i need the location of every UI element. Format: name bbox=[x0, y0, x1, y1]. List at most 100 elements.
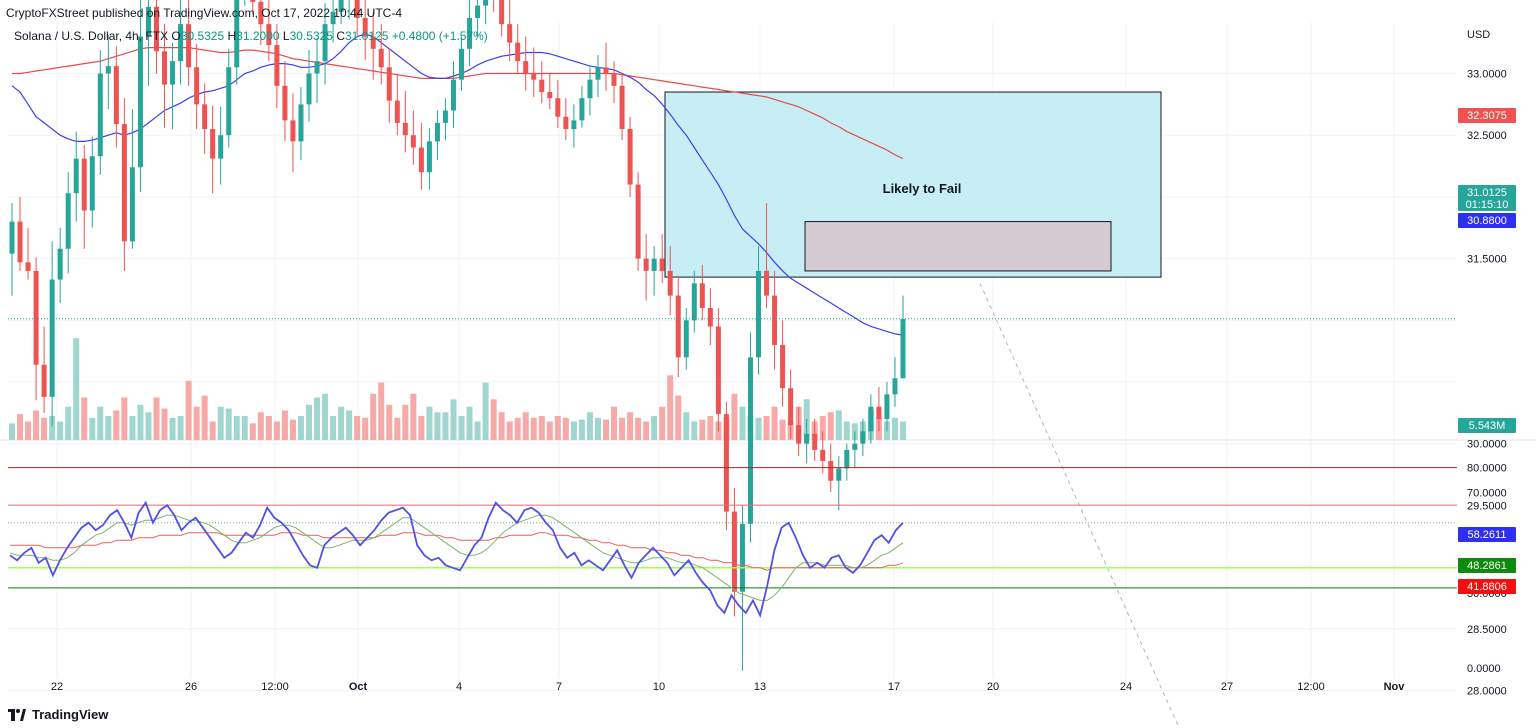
candle-body bbox=[571, 120, 577, 130]
candle-body bbox=[234, 0, 240, 68]
volume-bar bbox=[490, 399, 497, 440]
candle-body bbox=[113, 66, 119, 125]
projection-dashed-line bbox=[979, 283, 1180, 728]
volume-bar bbox=[683, 412, 690, 440]
price-tag-last-sublabel: 01:15:10 bbox=[1466, 199, 1509, 211]
volume-bar bbox=[89, 417, 96, 440]
time-axis: 22 26 12:00 Oct 4 7 10 13 17 20 24 27 12:00 Nov bbox=[51, 681, 1405, 693]
rsi-line bbox=[9, 500, 904, 619]
time-axis-label: Nov bbox=[1384, 681, 1406, 693]
candle-body bbox=[747, 357, 753, 524]
candle-body bbox=[523, 61, 529, 74]
volume-bar bbox=[217, 406, 224, 440]
candle-body bbox=[129, 167, 135, 242]
footer-brand[interactable]: TradingView bbox=[8, 707, 108, 722]
candle-body bbox=[218, 135, 224, 159]
volume-bar bbox=[378, 382, 385, 440]
volume-bar bbox=[394, 417, 401, 440]
volume-bar bbox=[843, 421, 850, 440]
volume-bar bbox=[177, 415, 184, 440]
candle-body bbox=[306, 73, 312, 105]
candle-body bbox=[643, 258, 649, 271]
price-axis-label: 30.0000 bbox=[1467, 439, 1507, 451]
symbol-name[interactable]: Solana / U.S. Dollar, 4h, FTX bbox=[14, 29, 169, 43]
volume-bar bbox=[611, 406, 618, 440]
candle-body bbox=[170, 61, 176, 85]
volume-bars bbox=[9, 338, 906, 440]
volume-bar bbox=[578, 419, 585, 440]
volume-bar bbox=[233, 415, 240, 440]
candle-body bbox=[675, 295, 681, 358]
rsi-axis-label: 70.0000 bbox=[1467, 488, 1507, 500]
volume-bar bbox=[458, 415, 465, 440]
volume-bar bbox=[530, 417, 537, 440]
candle-body bbox=[764, 270, 770, 296]
volume-tag-label: 5.543M bbox=[1469, 420, 1506, 432]
volume-bar bbox=[297, 415, 304, 440]
volume-bar bbox=[209, 421, 216, 440]
candle-body bbox=[442, 110, 448, 123]
volume-bar bbox=[241, 415, 248, 440]
candle-body bbox=[796, 425, 802, 444]
candle-body bbox=[459, 48, 465, 80]
candle-body bbox=[73, 158, 79, 194]
candle-body bbox=[683, 320, 689, 358]
candle-body bbox=[483, 0, 489, 6]
volume-bar bbox=[49, 415, 56, 440]
rsi-tag-value: 58.2611 bbox=[1458, 527, 1516, 542]
time-axis-label: 13 bbox=[754, 681, 766, 693]
rsi-axis-label: 0.0000 bbox=[1467, 663, 1501, 675]
candle-body bbox=[772, 295, 778, 345]
candle-body bbox=[354, 0, 360, 18]
candle-body bbox=[418, 147, 424, 173]
volume-bar bbox=[635, 417, 642, 440]
volume-bar bbox=[667, 375, 674, 440]
candle-body bbox=[467, 17, 473, 49]
volume-bar bbox=[362, 417, 369, 440]
currency-label[interactable]: USD bbox=[1467, 29, 1491, 41]
candle-body bbox=[394, 100, 400, 123]
candle-body bbox=[194, 67, 200, 105]
price-axis-label: 28.5000 bbox=[1467, 624, 1507, 636]
price-tag-last-bg bbox=[1458, 185, 1516, 211]
price-axis: 33.000032.500032.000031.500030.000029.50… bbox=[1467, 69, 1507, 698]
candle-body bbox=[812, 433, 818, 450]
volume-bar bbox=[65, 406, 72, 440]
volume-bar bbox=[97, 406, 104, 440]
candle-body bbox=[707, 307, 713, 327]
change-value: +0.4800 (+1.57%) bbox=[391, 29, 488, 43]
volume-tag: 5.543M bbox=[1458, 418, 1516, 433]
volume-bar bbox=[193, 406, 200, 440]
candle-body bbox=[250, 0, 256, 2]
candle-body bbox=[715, 326, 721, 415]
candle-body bbox=[860, 431, 866, 444]
candle-body bbox=[515, 42, 521, 62]
rsi-tag-red-label: 41.8806 bbox=[1467, 581, 1507, 593]
volume-bar bbox=[763, 415, 770, 440]
volume-bar bbox=[603, 419, 609, 440]
time-axis-label: 4 bbox=[456, 681, 462, 693]
volume-bar bbox=[771, 406, 778, 440]
time-axis-label: 12:00 bbox=[261, 681, 289, 693]
price-tag-ma-slow-bg bbox=[1458, 108, 1516, 123]
candle-body bbox=[563, 116, 569, 130]
open-value: 30.5325 bbox=[180, 29, 225, 43]
volume-bar bbox=[434, 412, 441, 440]
volume-bar bbox=[17, 414, 24, 440]
candle-body bbox=[162, 51, 168, 85]
candle-body bbox=[153, 6, 159, 52]
candle-body bbox=[659, 258, 665, 271]
candle-body bbox=[475, 5, 481, 18]
volume-bar bbox=[594, 417, 601, 440]
volume-bar bbox=[418, 415, 425, 440]
volume-bar bbox=[322, 393, 329, 440]
candle-body bbox=[852, 443, 858, 450]
rsi-tag-green-label: 48.2861 bbox=[1467, 560, 1507, 572]
candle-body bbox=[667, 270, 673, 296]
time-axis-label: 24 bbox=[1120, 681, 1132, 693]
volume-bar bbox=[25, 421, 32, 440]
candle-body bbox=[49, 279, 55, 397]
volume-bar bbox=[586, 412, 593, 440]
candle-body bbox=[338, 0, 344, 12]
candle-body bbox=[619, 85, 625, 130]
